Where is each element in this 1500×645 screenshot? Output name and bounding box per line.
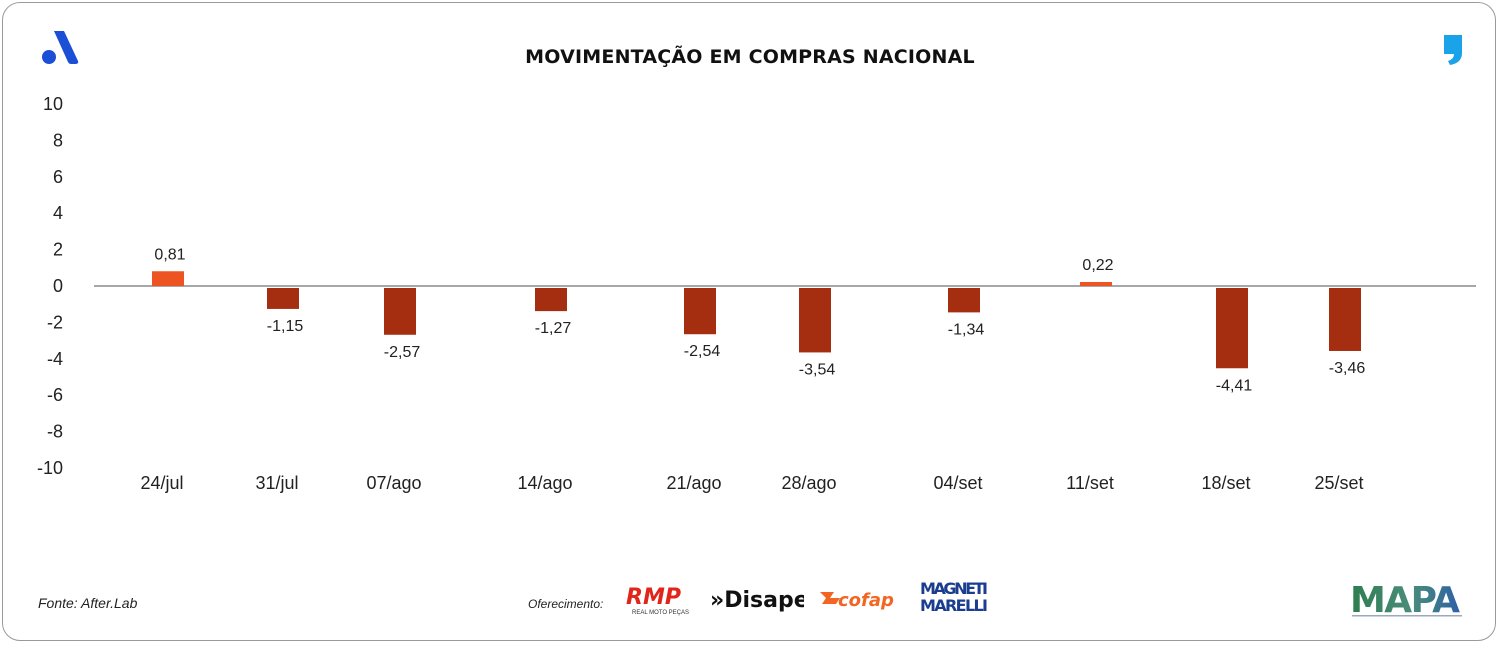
bar — [948, 288, 980, 313]
y-tick-label: 0 — [53, 276, 63, 296]
chart-title: MOVIMENTAÇÃO EM COMPRAS NACIONAL — [525, 46, 975, 68]
rmp-logo-text: RMP — [626, 585, 681, 610]
x-tick-label: 21/ago — [666, 473, 721, 493]
y-tick-label: 6 — [53, 167, 63, 187]
x-tick-label: 31/jul — [255, 473, 298, 493]
rmp-logo-subtext: REAL MOTO PEÇAS — [632, 610, 689, 616]
bar — [1329, 288, 1361, 351]
rmp-logo: RMP REAL MOTO PEÇAS — [626, 585, 689, 616]
disape-logo-text: »Disape — [710, 588, 804, 613]
source-note: Fonte: After.Lab — [38, 595, 138, 611]
y-tick-label: -10 — [37, 458, 63, 478]
bar — [535, 288, 567, 312]
data-label: -2,54 — [684, 343, 721, 360]
data-label: -1,15 — [267, 318, 304, 335]
bar — [384, 288, 416, 335]
bar — [1080, 281, 1112, 286]
bar — [267, 288, 299, 309]
y-tick-label: 4 — [53, 203, 63, 223]
x-tick-label: 25/set — [1314, 473, 1363, 493]
bar — [799, 288, 831, 353]
marelli-text: MARELLI — [920, 596, 988, 614]
y-tick-label: -8 — [47, 422, 63, 442]
y-tick-label: 2 — [53, 240, 63, 260]
data-label: -3,46 — [1329, 360, 1366, 377]
x-tick-label: 11/set — [1066, 473, 1114, 493]
y-tick-label: 10 — [43, 94, 63, 114]
y-tick-label: -4 — [47, 349, 63, 369]
data-label: -4,41 — [1216, 377, 1253, 394]
magneti-marelli-logo: MAGNETI MARELLI — [920, 579, 988, 614]
mapa-logo: MAPA — [1350, 580, 1462, 620]
magneti-text: MAGNETI — [920, 579, 988, 598]
quote-icon — [1444, 35, 1462, 65]
data-label: -2,57 — [384, 344, 421, 361]
x-tick-label: 14/ago — [517, 473, 572, 493]
x-tick-label: 07/ago — [366, 473, 421, 493]
mapa-logo-text: MAPA — [1350, 580, 1462, 620]
x-tick-label: 24/jul — [140, 473, 183, 493]
y-tick-label: -2 — [47, 312, 63, 332]
data-label: -3,54 — [799, 361, 836, 378]
data-label: 0,22 — [1082, 257, 1113, 274]
cofap-logo: cofap — [820, 590, 894, 611]
x-tick-label: 04/set — [933, 473, 982, 493]
x-tick-label: 18/set — [1201, 473, 1250, 493]
brand-logo-icon — [42, 31, 79, 64]
y-tick-label: -6 — [47, 385, 63, 405]
data-label: -1,34 — [948, 321, 985, 338]
data-label: -1,27 — [535, 320, 572, 337]
bar — [152, 271, 184, 286]
bar — [1216, 288, 1248, 369]
disape-logo: »Disape — [710, 588, 804, 613]
bar — [684, 288, 716, 335]
data-label: 0,81 — [154, 246, 185, 263]
y-tick-label: 8 — [53, 130, 63, 150]
sponsor-label: Oferecimento: — [528, 597, 604, 611]
cofap-logo-text: cofap — [838, 590, 894, 611]
x-tick-label: 28/ago — [781, 473, 836, 493]
